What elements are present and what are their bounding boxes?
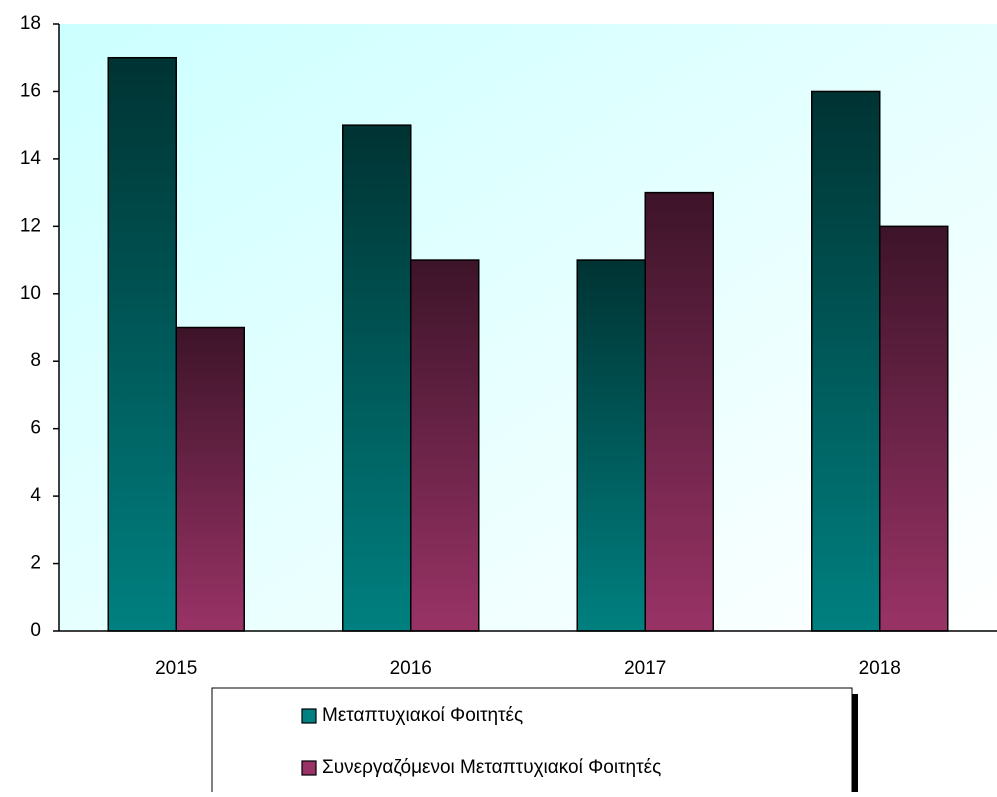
- x-tick-label: 2016: [390, 658, 432, 679]
- legend-label: Μεταπτυχιακοί Φοιτητές: [322, 705, 523, 726]
- y-tick-label: 4: [30, 485, 41, 506]
- y-tick-label: 12: [20, 215, 41, 236]
- y-tick-label: 16: [20, 80, 41, 101]
- y-tick-label: 10: [20, 283, 41, 304]
- bar: [410, 259, 480, 632]
- legend: [211, 687, 853, 797]
- bar: [107, 56, 177, 632]
- y-tick-label: 18: [20, 13, 41, 34]
- y-tick-label: 2: [30, 553, 41, 574]
- bar: [175, 326, 245, 632]
- x-tick-label: 2018: [859, 658, 901, 679]
- x-tick-label: 2015: [155, 658, 197, 679]
- bar: [879, 225, 949, 632]
- bar: [576, 259, 646, 632]
- y-tick-label: 14: [20, 148, 42, 169]
- y-tick-label: 0: [30, 620, 41, 641]
- bar: [342, 124, 412, 632]
- bar: [644, 191, 714, 632]
- bar: [811, 90, 881, 632]
- y-tick-label: 6: [30, 418, 41, 439]
- y-tick-label: 8: [30, 350, 41, 371]
- legend-swatch: [301, 708, 317, 724]
- legend-swatch: [301, 760, 317, 776]
- x-tick-label: 2017: [624, 658, 666, 679]
- legend-label: Συνεργαζόμενοι Μεταπτυχιακοί Φοιτητές: [322, 757, 661, 778]
